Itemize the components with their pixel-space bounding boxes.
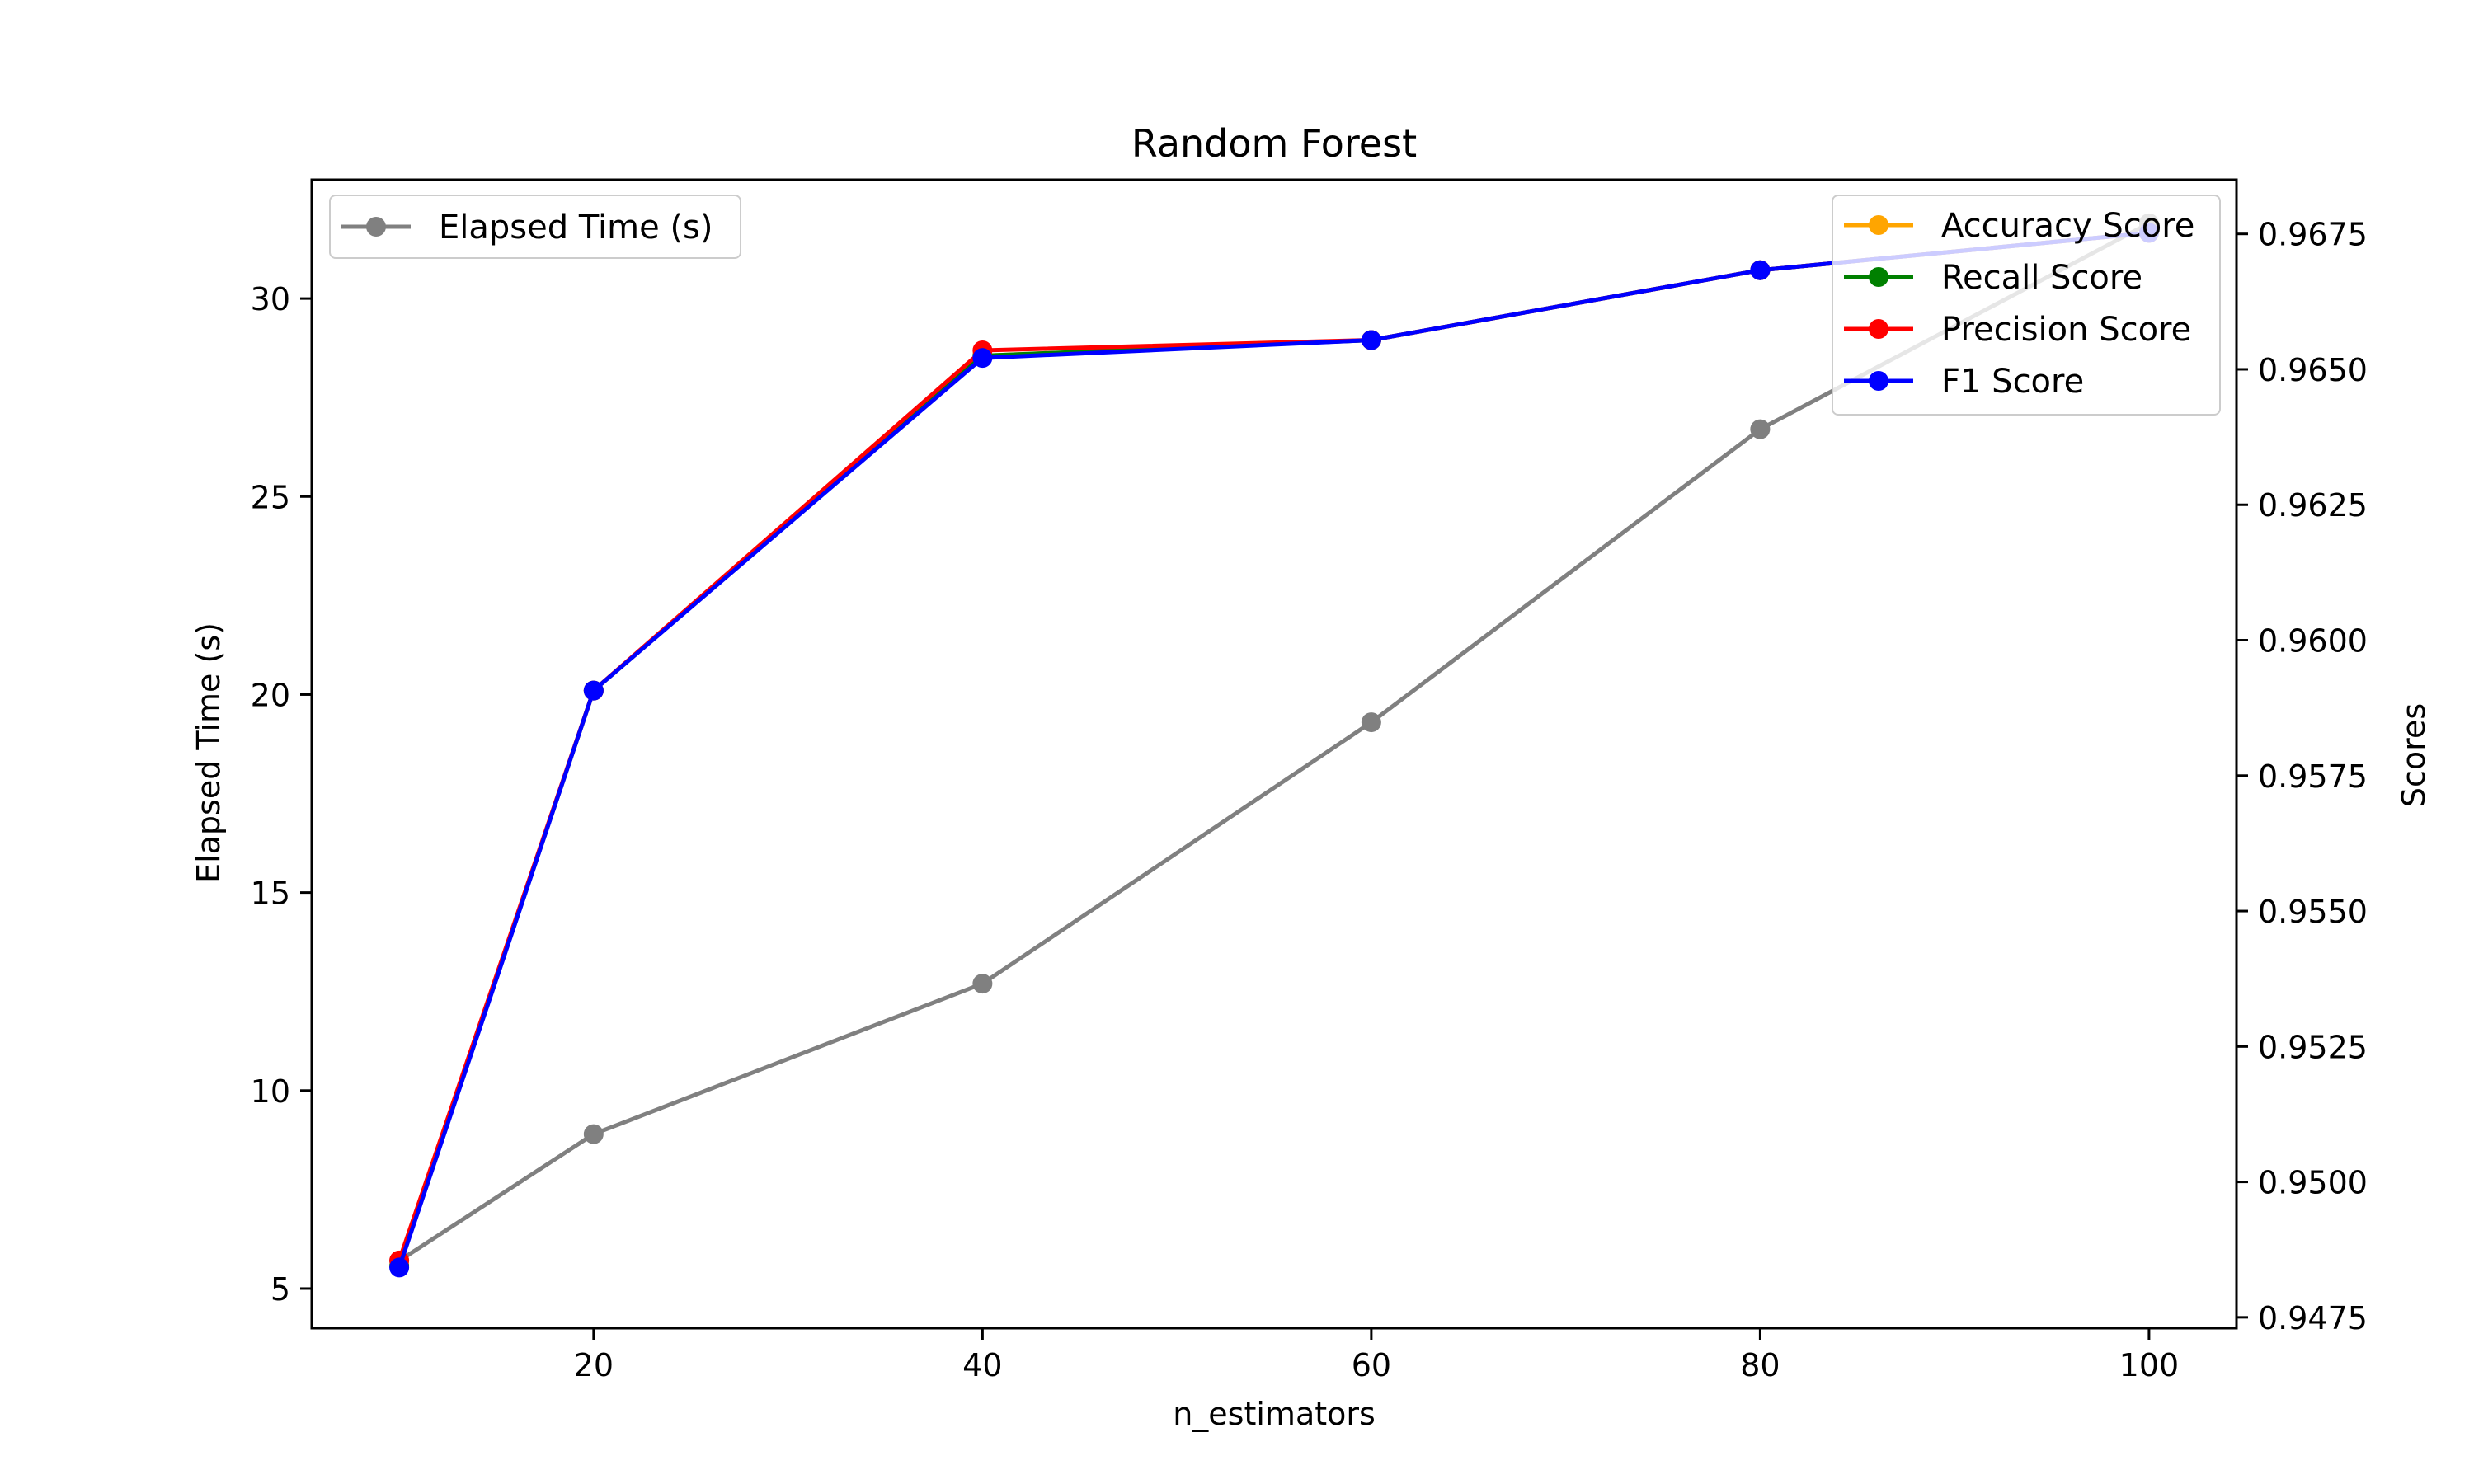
left-y-tick-label: 5: [270, 1271, 290, 1308]
legend-swatch-marker: [1869, 371, 1888, 391]
right-y-tick-label: 0.9600: [2258, 623, 2368, 660]
left-y-tick-label: 30: [251, 281, 290, 317]
right-y-tick-label: 0.9500: [2258, 1165, 2368, 1201]
chart-title: Random Forest: [1131, 121, 1417, 166]
x-tick-label: 80: [1740, 1347, 1780, 1383]
point-elapsed-time-s: [1361, 712, 1381, 733]
axes-layer: 20 40 60 80 100 5 10 15 20 25 30 0.9475 0.9500 0.9525…: [251, 178, 2368, 1383]
legend-swatch-marker: [1869, 267, 1888, 287]
right-y-axis-title: Scores: [2396, 703, 2432, 807]
line-f1-score: [397, 230, 2150, 1269]
point-f1-score: [389, 1257, 410, 1278]
left-y-axis-title: Elapsed Time (s): [190, 622, 227, 883]
x-tick-label: 100: [2119, 1347, 2180, 1383]
point-f1-score: [1361, 330, 1381, 350]
right-y-tick-label: 0.9675: [2258, 217, 2368, 253]
right-y-tick-label: 0.9650: [2258, 352, 2368, 388]
left-y-tick-label: 15: [251, 876, 290, 912]
right-y-tick-label: 0.9575: [2258, 758, 2368, 795]
right-y-tick-label: 0.9625: [2258, 487, 2368, 524]
legend-left: Elapsed Time (s): [329, 195, 741, 259]
legend-swatch-marker: [1869, 215, 1888, 235]
legend-label: Accuracy Score: [1941, 207, 2194, 245]
legend-swatch-marker: [366, 217, 386, 237]
point-f1-score: [972, 348, 993, 369]
right-y-tick-label: 0.9550: [2258, 894, 2368, 930]
point-elapsed-time-s: [583, 1124, 604, 1144]
legend-label: F1 Score: [1941, 363, 2084, 401]
point-elapsed-time-s: [972, 974, 993, 994]
point-elapsed-time-s: [1750, 419, 1771, 439]
right-y-tick-label: 0.9475: [2258, 1300, 2368, 1336]
legend-label: Recall Score: [1941, 259, 2142, 297]
left-y-tick-label: 10: [251, 1073, 290, 1110]
x-axis-title: n_estimators: [1173, 1396, 1376, 1432]
legend-right: Accuracy Score Recall Score Precision Scor…: [1832, 195, 2221, 416]
legend-layer: Elapsed Time (s) Accuracy Score Recall Sco…: [329, 195, 2221, 416]
legend-label: Elapsed Time (s): [439, 209, 713, 247]
legend-label: Precision Score: [1941, 311, 2191, 349]
point-f1-score: [1750, 260, 1771, 280]
x-tick-label: 60: [1352, 1347, 1391, 1383]
legend-left-box: [329, 195, 741, 259]
legend-swatch-marker: [1869, 319, 1888, 339]
x-tick-label: 40: [962, 1347, 1002, 1383]
left-y-tick-label: 20: [251, 677, 290, 713]
legend-right-box: [1832, 195, 2221, 416]
point-f1-score: [583, 680, 604, 701]
x-tick-label: 20: [574, 1347, 614, 1383]
series-layer: [389, 213, 2159, 1278]
right-y-tick-label: 0.9525: [2258, 1029, 2368, 1065]
series-f1-score: [389, 223, 2159, 1278]
left-y-tick-label: 25: [251, 479, 290, 515]
line-elapsed-time-s: [397, 221, 2151, 1263]
plot-frame: [310, 178, 2238, 1330]
